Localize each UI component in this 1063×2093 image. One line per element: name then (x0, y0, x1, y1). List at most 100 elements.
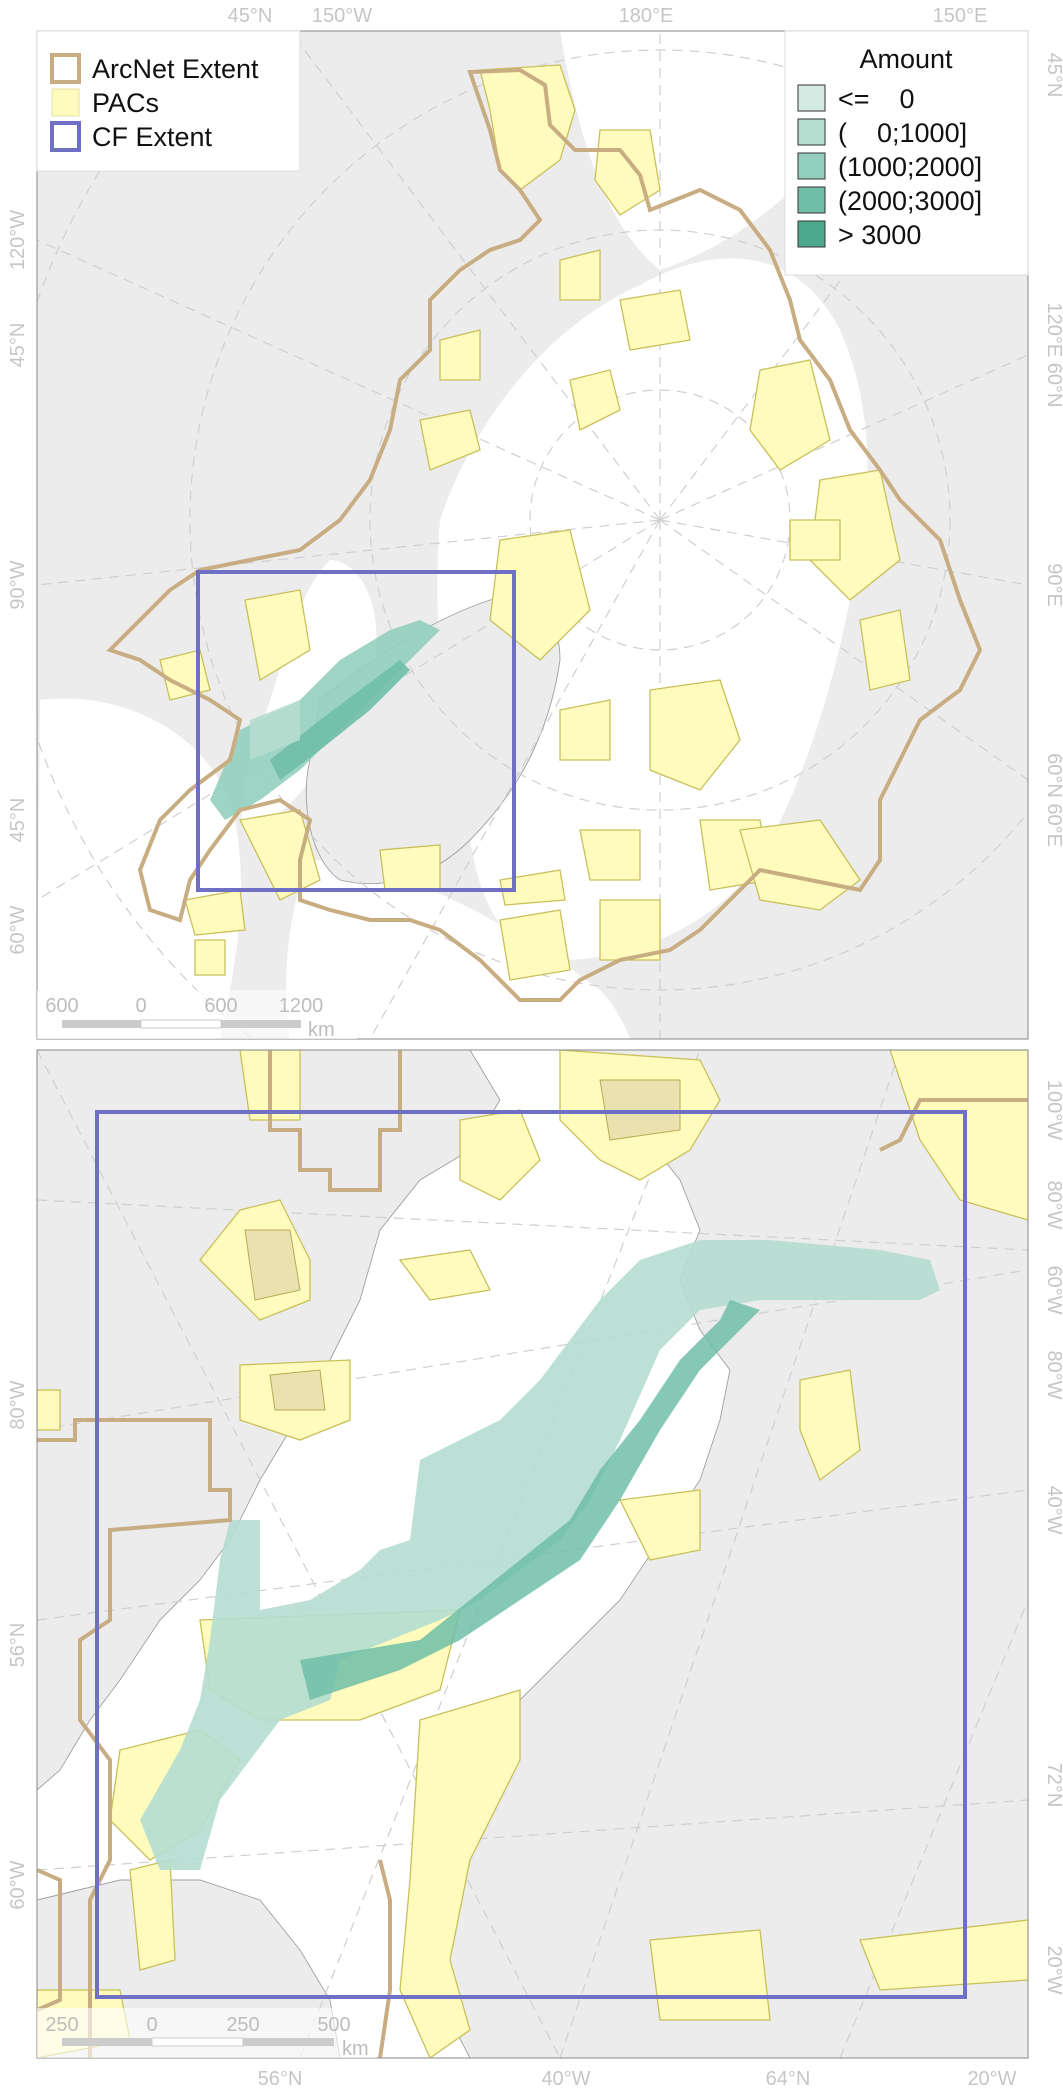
scale-tick: 1200 (279, 995, 324, 1017)
pac-area (269, 1369, 326, 1411)
pac-area (499, 869, 566, 906)
amount-swatch-2 (797, 152, 826, 180)
amount-swatch-3 (797, 186, 826, 214)
amount-label: > 3000 (838, 220, 921, 250)
pac-area (159, 649, 211, 701)
amount-label: (2000;3000] (838, 186, 982, 216)
right-label: 120°E 60°N (1043, 303, 1063, 408)
scale-tick: 500 (317, 2014, 350, 2036)
right-label: 45°N (1043, 53, 1063, 98)
amount-label: <= 0 (838, 84, 915, 114)
pac-area (649, 1929, 771, 2021)
scale-tick: 600 (45, 995, 78, 1017)
pac-area (559, 699, 611, 761)
amount-label: (1000;2000] (838, 152, 982, 182)
pac-area (184, 889, 246, 936)
pac-area (194, 939, 226, 976)
pac-area (599, 899, 661, 961)
pac-area (789, 519, 841, 561)
left-label: 120°W (7, 210, 29, 270)
pac-area (889, 1050, 1028, 1221)
arcnet-swatch (50, 53, 81, 84)
pac-area (859, 1919, 1028, 1991)
detail-arcnet-outline (37, 1050, 1028, 2058)
detail-graticule-labels: 56°N 40°W 64°N 20°W 80°W 56°N 60°W 100°W… (7, 1080, 1063, 2090)
left-label: 90°W (7, 560, 29, 609)
left-label: 80°W (7, 1380, 29, 1429)
legend-label-pacs: PACs (92, 88, 159, 118)
top-label: 45°N (228, 5, 273, 27)
amount-legend: Amount <= 0 ( 0;1000] (1000;2000] (2000;… (784, 30, 1029, 276)
scale-tick: 0 (146, 2014, 157, 2036)
pac-area (739, 819, 861, 911)
raster-band (250, 700, 300, 760)
pac-area (244, 589, 311, 682)
right-label: 60°N 60°E (1043, 753, 1063, 847)
cf-swatch (50, 121, 81, 152)
pac-area (619, 289, 691, 351)
pac-area (649, 679, 741, 791)
detail-scale-bar: 250 0 250 500 km (37, 2008, 377, 2060)
pac-area (579, 829, 641, 881)
pac-area (479, 64, 576, 191)
pac-area (619, 1489, 701, 1561)
scale-tick: 250 (45, 2014, 78, 2036)
arcnet-extent-outline (106, 67, 983, 1002)
extents-legend: ArcNet Extent PACs CF Extent (36, 30, 301, 172)
right-label: 80°W (1043, 1350, 1063, 1399)
scale-tick: 250 (226, 2014, 259, 2036)
raster-band (300, 1300, 760, 1700)
left-label: 45°N (7, 798, 29, 843)
overview-map-frame (36, 30, 1029, 1040)
pac-area (859, 609, 911, 691)
detail-cf-extent-outline (95, 1110, 967, 1999)
pac-area (419, 409, 481, 471)
left-label: 60°W (7, 905, 29, 954)
pac-area (398, 1249, 491, 1301)
pac-area (799, 1369, 861, 1482)
right-label: 40°W (1043, 1485, 1063, 1534)
amount-swatch-0 (797, 84, 826, 112)
top-label: 180°E (619, 5, 674, 27)
amount-legend-title: Amount (859, 44, 953, 74)
overview-graticule-labels: 45°N 150°W 180°E 150°E 120°W 45°N 90°W 4… (7, 5, 1063, 955)
scale-tick: 600 (204, 995, 237, 1017)
north-atlantic (286, 860, 630, 1039)
pac-area (559, 249, 601, 301)
amount-swatch-4 (797, 220, 826, 248)
left-label: 60°W (7, 1860, 29, 1909)
scale-tick: 0 (135, 995, 146, 1017)
right-label: 100°W (1043, 1080, 1063, 1140)
raster-band (270, 660, 410, 780)
detail-map-frame (36, 1049, 1029, 2059)
bottom-label: 64°N (766, 2068, 811, 2090)
bottom-label: 56°N (258, 2068, 303, 2090)
bottom-label: 40°W (541, 2068, 590, 2090)
pac-area (439, 329, 481, 381)
right-label: 20°W (1043, 1945, 1063, 1994)
scale-unit: km (342, 2038, 369, 2060)
amount-swatch-1 (797, 118, 826, 146)
left-label: 45°N (7, 323, 29, 368)
detail-amount-raster (140, 1240, 940, 1870)
detail-map[interactable] (37, 1050, 1028, 2058)
pacs-swatch (51, 88, 80, 117)
pac-area (499, 909, 571, 981)
bottom-label: 20°W (967, 2068, 1016, 2090)
top-label: 150°W (312, 5, 372, 27)
right-label: 60°W (1043, 1265, 1063, 1314)
amount-raster (210, 620, 440, 820)
legend-label-cf: CF Extent (92, 122, 213, 152)
pac-area (37, 1389, 61, 1431)
amount-label: ( 0;1000] (838, 118, 967, 148)
pac-area (244, 1229, 301, 1301)
legend-label-arcnet: ArcNet Extent (92, 54, 259, 84)
pac-area (129, 1859, 176, 1971)
cf-extent-outline (196, 570, 516, 892)
pac-area (569, 369, 621, 431)
pac-area (379, 844, 441, 891)
scale-unit: km (308, 1019, 335, 1041)
pac-areas (159, 64, 911, 981)
right-label: 90°E (1043, 563, 1063, 607)
